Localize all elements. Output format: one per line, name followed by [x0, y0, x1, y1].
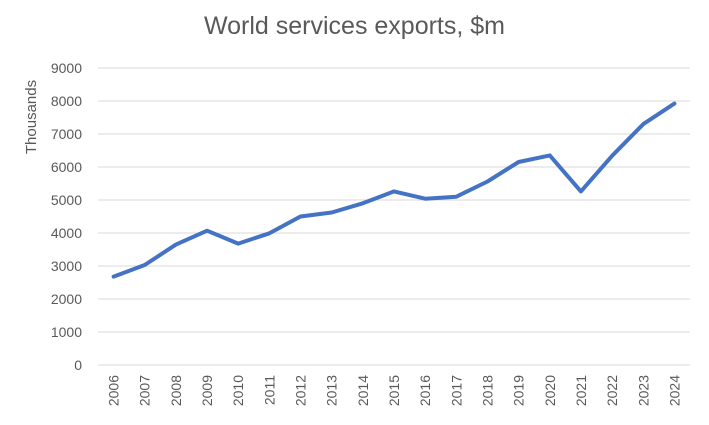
- x-tick-label: 2009: [199, 375, 215, 406]
- x-axis-ticks: 2006 2007 2008 2009 2010 2011 2012 2013 2014 2015…: [106, 375, 683, 406]
- x-tick-label: 2008: [168, 375, 184, 406]
- x-tick-label: 2007: [137, 375, 153, 406]
- x-tick-label: 2015: [386, 375, 402, 406]
- x-tick-label: 2024: [666, 375, 682, 406]
- x-tick-label: 2018: [479, 375, 495, 406]
- y-tick-label: 4000: [51, 225, 82, 241]
- y-tick-label: 3000: [51, 258, 82, 274]
- y-axis-label: Thousands: [23, 80, 40, 154]
- y-tick-label: 7000: [51, 126, 82, 142]
- y-tick-label: 1000: [51, 324, 82, 340]
- x-tick-label: 2017: [448, 375, 464, 406]
- x-tick-label: 2011: [261, 375, 277, 405]
- y-tick-label: 5000: [51, 192, 82, 208]
- x-tick-label: 2010: [230, 375, 246, 406]
- x-tick-label: 2016: [417, 375, 433, 406]
- y-tick-label: 6000: [51, 159, 82, 175]
- x-tick-label: 2023: [635, 375, 651, 406]
- x-tick-label: 2014: [355, 375, 371, 406]
- y-axis-ticks: 0 1000 2000 3000 4000 5000 6000 7000 8000 9000: [51, 60, 82, 373]
- series-layer: [111, 101, 677, 279]
- chart-title: World services exports, $m: [203, 12, 505, 40]
- x-tick-label: 2020: [542, 375, 558, 406]
- x-tick-label: 2022: [604, 375, 620, 406]
- series-line: [111, 101, 677, 279]
- x-tick-label: 2006: [106, 375, 122, 406]
- x-tick-label: 2021: [573, 375, 589, 406]
- y-tick-label: 8000: [51, 93, 82, 109]
- y-tick-label: 0: [74, 357, 82, 373]
- y-tick-label: 2000: [51, 291, 82, 307]
- y-tick-label: 9000: [51, 60, 82, 76]
- x-tick-label: 2019: [511, 375, 527, 406]
- x-tick-label: 2013: [324, 375, 340, 406]
- x-tick-label: 2012: [293, 375, 309, 406]
- gridlines: [98, 67, 690, 366]
